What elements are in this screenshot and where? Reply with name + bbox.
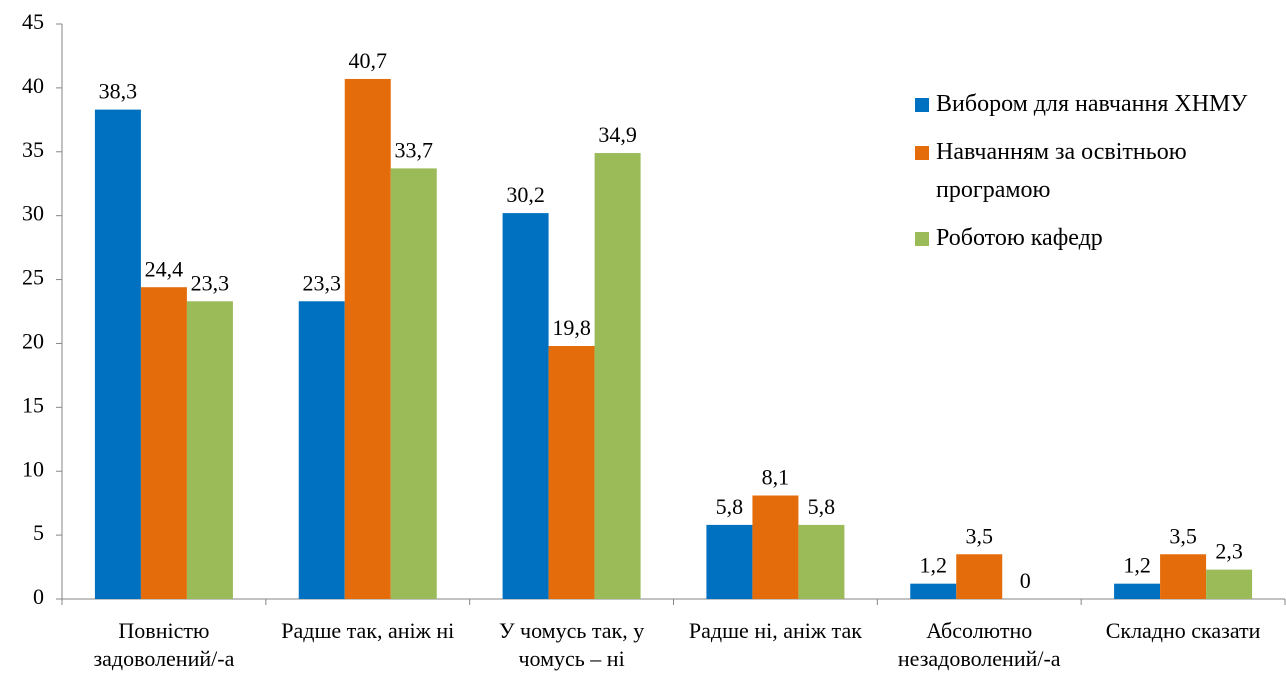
value-label: 8,1 [762,465,790,490]
x-tick-label: Абсолютно незадоволений/-а [898,618,1061,671]
bar [956,554,1003,599]
x-tick-label: Радше ні, аніж так [689,618,862,643]
legend-marker [915,146,929,160]
bar [140,287,187,599]
value-label: 34,9 [598,122,637,147]
y-tick-label: 5 [33,520,44,545]
value-label: 23,3 [303,270,342,295]
bar [706,524,753,599]
value-label: 3,5 [1169,523,1197,548]
bar [910,583,957,599]
bar [502,213,549,599]
value-label: 5,8 [808,494,836,519]
value-label: 30,2 [506,182,545,207]
bar [752,495,799,599]
value-label: 38,3 [99,79,138,104]
bar [390,168,437,599]
legend-label: Вибором для навчання ХНМУ [936,91,1247,117]
value-label: 1,2 [1123,553,1151,578]
bar [186,301,233,599]
y-tick-label: 35 [22,137,44,162]
bar [94,109,141,599]
bar [594,153,641,600]
y-tick-label: 10 [22,456,44,481]
y-tick-label: 20 [22,328,44,353]
bar [1114,583,1161,599]
bar [1206,569,1253,599]
value-label: 23,3 [191,270,230,295]
y-tick-label: 45 [22,9,44,34]
legend-marker [915,98,929,112]
legend-marker [915,232,929,246]
value-label: 24,4 [145,256,184,281]
value-label: 2,3 [1215,539,1243,564]
x-tick-label: Повністю задоволений/-а [93,618,234,671]
x-tick-label: Радше так, аніж ні [281,618,454,643]
x-tick-label: У чомусь так, у чомусь – ні [499,618,644,671]
y-tick-label: 0 [33,584,44,609]
bar [548,346,595,599]
bar [798,524,845,599]
bar [1160,554,1207,599]
value-label: 40,7 [349,48,388,73]
bar [298,301,345,599]
value-label: 0 [1020,568,1031,593]
value-label: 5,8 [716,494,744,519]
value-label: 1,2 [920,553,948,578]
legend-label: Навчанням за освітньою програмою [936,139,1187,203]
value-label: 3,5 [966,523,994,548]
y-tick-label: 30 [22,201,44,226]
y-tick-label: 25 [22,265,44,290]
legend-label: Роботою кафедр [936,225,1103,251]
value-label: 33,7 [395,137,434,162]
y-tick-label: 40 [22,73,44,98]
y-tick-label: 15 [22,392,44,417]
x-tick-label: Складно сказати [1106,618,1261,643]
value-label: 19,8 [552,315,591,340]
bar [344,78,391,599]
